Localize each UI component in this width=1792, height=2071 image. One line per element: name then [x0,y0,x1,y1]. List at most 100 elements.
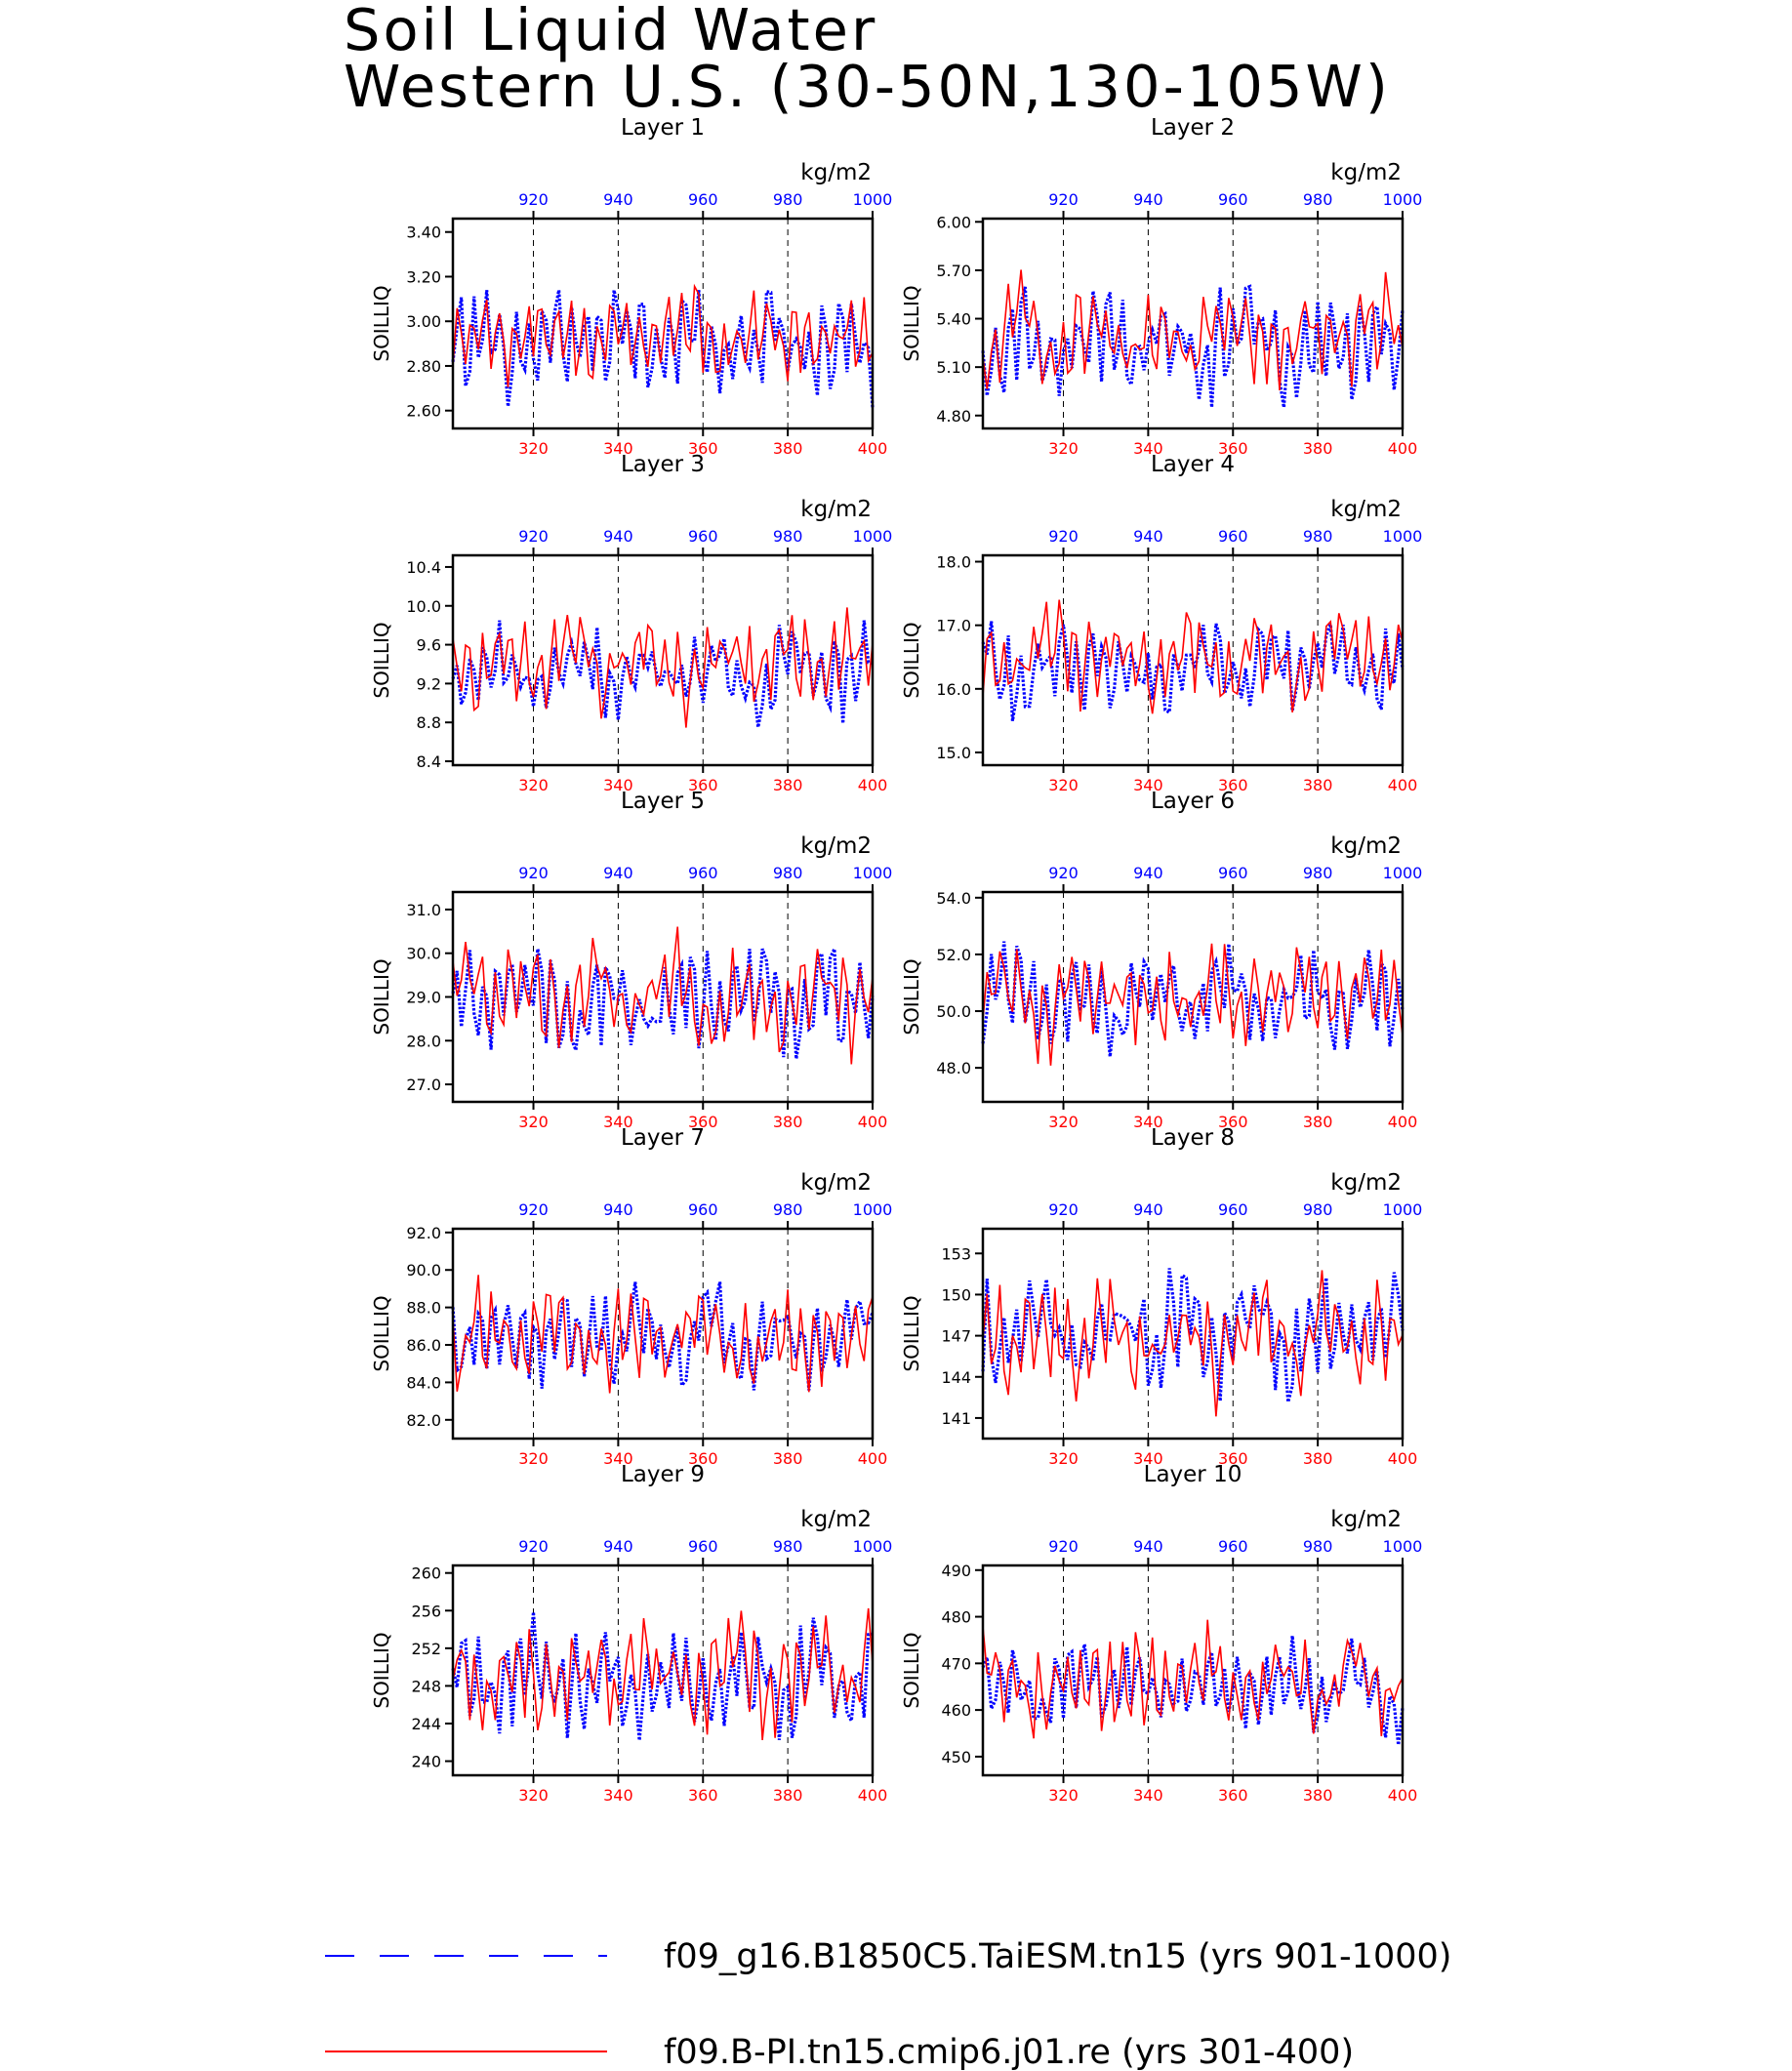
legend-label: f09_g16.B1850C5.TaiESM.tn15 (yrs 901-100… [664,1937,1451,1976]
y-tick-label: 141 [941,1409,971,1428]
x-tick-label-top: 940 [603,864,633,882]
y-tick-label: 17.0 [936,617,971,635]
x-tick-label-top: 1000 [853,190,893,209]
x-tick-label-top: 940 [1133,190,1163,209]
y-tick-label: 244 [411,1715,441,1733]
y-tick-label: 27.0 [406,1076,441,1094]
x-tick-label-top: 940 [1133,864,1163,882]
units-label: kg/m2 [800,1507,872,1532]
panel-layer-10: Layer 10 kg/m2 SOILLIQ 450 460 470 480 490 320 34… [900,1462,1422,1805]
x-tick-label-bottom: 380 [773,776,803,794]
y-axis-label: SOILLIQ [900,285,923,361]
x-tick-label-bottom: 340 [603,1113,633,1131]
plot-frame [451,553,875,767]
x-tick-label-top: 920 [1048,864,1079,882]
panel-title: Layer 7 [621,1125,705,1151]
plot-frame [451,217,875,430]
y-tick-label: 10.4 [406,558,441,577]
y-tick-label: 150 [941,1285,971,1304]
x-tick-label-bottom: 400 [1388,776,1418,794]
y-axis-label: SOILLIQ [900,622,923,698]
series-line-cmip6 [982,269,1404,390]
plot-frame [451,1563,875,1777]
x-tick-label-bottom: 380 [773,1786,803,1805]
x-tick-label-bottom: 400 [1388,439,1418,458]
y-tick-label: 29.0 [406,989,441,1007]
x-tick-label-bottom: 400 [1388,1449,1418,1468]
y-tick-label: 248 [411,1677,441,1695]
x-tick-label-bottom: 340 [1133,776,1163,794]
x-tick-label-top: 1000 [853,1537,893,1556]
y-tick-label: 252 [411,1640,441,1658]
y-axis-label: SOILLIQ [370,622,393,698]
x-tick-label-top: 960 [1218,1537,1248,1556]
x-tick-label-bottom: 320 [1048,439,1079,458]
x-tick-label-top: 960 [688,1537,718,1556]
x-tick-label-bottom: 360 [1218,1113,1248,1131]
y-tick-label: 50.0 [936,1002,971,1021]
y-axis-label: SOILLIQ [900,1632,923,1708]
x-tick-label-top: 960 [1218,864,1248,882]
panel-layer-2: Layer 2 kg/m2 SOILLIQ 4.80 5.10 5.40 5.70 6.00 3… [900,115,1422,458]
y-tick-label: 52.0 [936,946,971,964]
x-tick-label-bottom: 400 [1388,1786,1418,1805]
y-tick-label: 54.0 [936,889,971,908]
y-tick-label: 260 [411,1564,441,1583]
x-tick-label-bottom: 400 [1388,1113,1418,1131]
x-tick-label-top: 940 [603,527,633,546]
x-tick-label-bottom: 320 [1048,1786,1079,1805]
series-line-taiesm [451,948,875,1060]
y-tick-label: 450 [941,1748,971,1766]
x-tick-label-top: 940 [603,1537,633,1556]
panel-title: Layer 3 [621,452,705,477]
x-tick-label-top: 980 [773,1200,803,1219]
title-line-2: Western U.S. (30-50N,130-105W) [344,53,1391,120]
panel-layer-9: Layer 9 kg/m2 SOILLIQ 240 244 248 252 256 260 320… [370,1462,892,1805]
x-tick-label-top: 920 [518,527,549,546]
y-tick-label: 90.0 [406,1261,441,1279]
y-tick-label: 88.0 [406,1299,441,1318]
x-tick-label-bottom: 320 [1048,1449,1079,1468]
x-tick-label-top: 1000 [1383,527,1423,546]
y-tick-label: 3.20 [406,267,441,286]
x-tick-label-bottom: 360 [1218,776,1248,794]
x-tick-label-bottom: 320 [1048,1113,1079,1131]
series-line-taiesm [981,1635,1405,1746]
series-line-cmip6 [452,1607,874,1740]
y-tick-label: 28.0 [406,1032,441,1050]
x-tick-label-bottom: 320 [518,439,549,458]
y-tick-label: 153 [941,1244,971,1263]
panel-title: Layer 6 [1151,789,1235,814]
x-tick-label-bottom: 380 [1303,1786,1333,1805]
x-tick-label-bottom: 360 [688,1786,718,1805]
x-tick-label-bottom: 380 [1303,439,1333,458]
x-tick-label-top: 980 [1303,1537,1333,1556]
plot-frame [981,217,1405,430]
y-tick-label: 16.0 [936,680,971,699]
legend-item-2: f09.B-PI.tn15.cmip6.j01.re (yrs 301-400) [325,2033,1354,2071]
plot-frame [981,1227,1405,1441]
x-tick-label-top: 1000 [1383,190,1423,209]
x-tick-label-top: 920 [1048,190,1079,209]
series-line-taiesm [451,1611,874,1741]
y-tick-label: 86.0 [406,1336,441,1355]
series-line-taiesm [451,289,875,408]
y-axis-label: SOILLIQ [370,1295,393,1371]
x-tick-label-top: 920 [518,1537,549,1556]
x-tick-label-bottom: 360 [688,1449,718,1468]
panel-title: Layer 5 [621,789,705,814]
x-tick-label-top: 980 [1303,1200,1333,1219]
x-tick-label-top: 920 [518,1200,549,1219]
y-tick-label: 2.60 [406,402,441,421]
y-tick-label: 10.0 [406,597,441,616]
series-line-cmip6 [452,607,874,728]
panel-layer-6: Layer 6 kg/m2 SOILLIQ 48.0 50.0 52.0 54.0 320 34… [900,789,1422,1131]
x-tick-label-top: 980 [1303,864,1333,882]
x-tick-label-top: 980 [1303,190,1333,209]
x-tick-label-top: 920 [1048,1200,1079,1219]
y-tick-label: 2.80 [406,357,441,376]
x-tick-label-bottom: 400 [858,776,888,794]
y-tick-label: 256 [411,1602,441,1620]
y-tick-label: 5.40 [936,310,971,329]
